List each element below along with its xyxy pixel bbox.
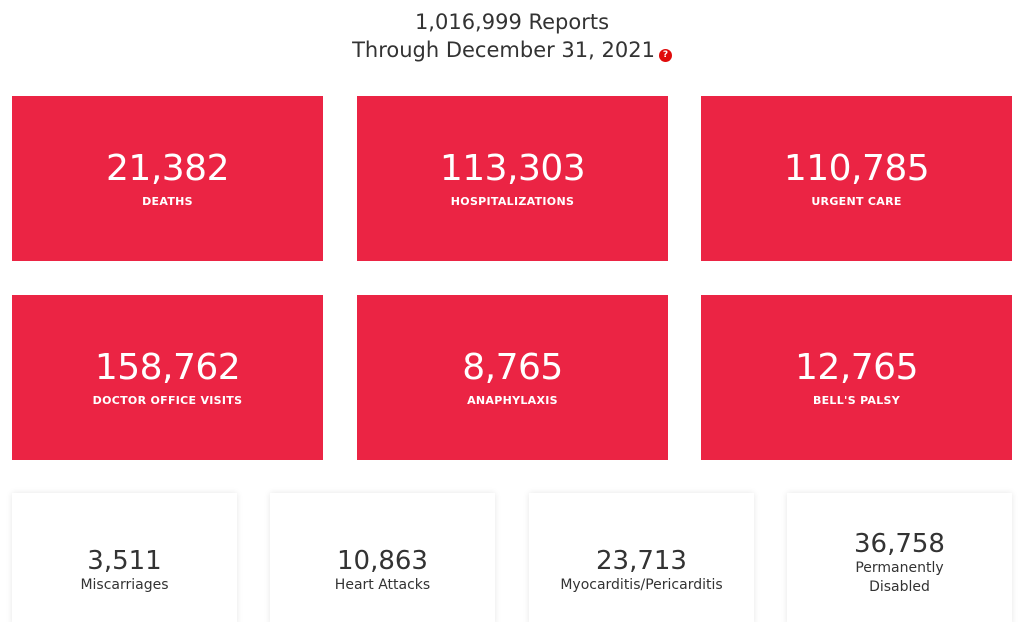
myocarditis-content: 23,713 Myocarditis/Pericarditis xyxy=(529,546,754,595)
reporting-period-text: Through December 31, 2021 xyxy=(352,38,655,62)
doctor-office-visits-label: DOCTOR OFFICE VISITS xyxy=(92,394,243,407)
doctor-office-visits-card: 158,762 DOCTOR OFFICE VISITS xyxy=(12,295,323,460)
doctor-office-visits-count: 158,762 xyxy=(94,347,241,388)
help-icon[interactable]: ? xyxy=(658,49,672,62)
deaths-count: 21,382 xyxy=(106,148,229,189)
myocarditis-count: 23,713 xyxy=(596,546,687,576)
permanently-disabled-card: 36,758 Permanently Disabled xyxy=(787,493,1012,622)
total-reports: 1,016,999 Reports xyxy=(414,10,610,34)
permanently-disabled-label-line2: Disabled xyxy=(869,579,930,595)
deaths-card: 21,382 DEATHS xyxy=(12,96,323,261)
permanently-disabled-content: 36,758 Permanently Disabled xyxy=(787,529,1012,597)
permanently-disabled-count: 36,758 xyxy=(854,529,945,559)
heart-attacks-content: 10,863 Heart Attacks xyxy=(270,546,495,595)
anaphylaxis-label: ANAPHYLAXIS xyxy=(467,394,558,407)
bells-palsy-count: 12,765 xyxy=(795,347,918,388)
heart-attacks-count: 10,863 xyxy=(337,546,428,576)
bells-palsy-label: BELL'S PALSY xyxy=(812,394,901,407)
urgent-care-count: 110,785 xyxy=(783,148,930,189)
myocarditis-label: Myocarditis/Pericarditis xyxy=(560,577,723,593)
miscarriages-card: 3,511 Miscarriages xyxy=(12,493,237,622)
deaths-label: DEATHS xyxy=(142,195,193,208)
hospitalizations-count: 113,303 xyxy=(439,148,586,189)
page-header: 1,016,999 Reports Through December 31, 2… xyxy=(0,8,1024,64)
miscarriages-count: 3,511 xyxy=(87,546,162,576)
reporting-period: Through December 31, 2021? xyxy=(0,36,1024,64)
urgent-care-card: 110,785 URGENT CARE xyxy=(701,96,1012,261)
miscarriages-content: 3,511 Miscarriages xyxy=(12,546,237,595)
myocarditis-card: 23,713 Myocarditis/Pericarditis xyxy=(529,493,754,622)
bells-palsy-card: 12,765 BELL'S PALSY xyxy=(701,295,1012,460)
heart-attacks-card: 10,863 Heart Attacks xyxy=(270,493,495,622)
heart-attacks-label: Heart Attacks xyxy=(334,577,431,593)
permanently-disabled-label-line1: Permanently xyxy=(855,560,944,576)
hospitalizations-label: HOSPITALIZATIONS xyxy=(450,195,575,208)
hospitalizations-card: 113,303 HOSPITALIZATIONS xyxy=(357,96,668,261)
miscarriages-label: Miscarriages xyxy=(80,577,169,593)
urgent-care-label: URGENT CARE xyxy=(811,195,902,208)
anaphylaxis-count: 8,765 xyxy=(462,347,563,388)
anaphylaxis-card: 8,765 ANAPHYLAXIS xyxy=(357,295,668,460)
